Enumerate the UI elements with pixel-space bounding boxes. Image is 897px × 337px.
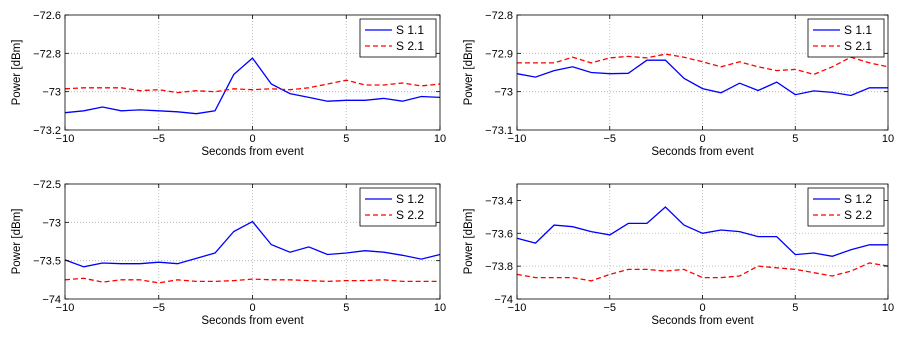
- y-axis-label: Power [dBm]: [463, 40, 475, 106]
- legend-box: [807, 187, 885, 227]
- series-line-S-2-2: [64, 277, 440, 284]
- x-tick-label: 0: [699, 302, 705, 314]
- x-tick-label: −5: [603, 133, 616, 145]
- x-axis-label: Seconds from event: [201, 315, 304, 327]
- legend-box: [359, 18, 437, 58]
- y-axis-label: Power [dBm]: [11, 209, 23, 275]
- x-tick-label: 5: [792, 133, 798, 145]
- x-tick-label: 10: [882, 302, 894, 314]
- x-tick-label: 10: [434, 302, 446, 314]
- legend-box: [807, 18, 885, 58]
- x-tick-label: −10: [56, 133, 75, 145]
- x-tick-label: 0: [249, 133, 255, 145]
- series-line-S-1-2: [64, 220, 441, 268]
- legend-label: S 1.1: [396, 23, 424, 37]
- series-line-S-1-1: [64, 57, 441, 115]
- legend: S 1.1 S 2.1: [807, 18, 885, 58]
- y-tick-label: −73: [42, 217, 61, 229]
- legend: S 1.1 S 2.1: [359, 18, 437, 58]
- x-tick-label: −10: [56, 302, 75, 314]
- x-tick-label: 5: [792, 302, 798, 314]
- legend-label: S 2.1: [844, 39, 872, 53]
- x-tick-label: 5: [343, 133, 349, 145]
- legend-label: S 1.2: [396, 192, 424, 206]
- legend: S 1.2 S 2.2: [807, 187, 885, 227]
- y-tick-label: −73.4: [485, 195, 513, 207]
- legend-label: S 1.2: [844, 192, 872, 206]
- legend-label: S 2.2: [396, 208, 424, 222]
- y-tick-label: −74: [42, 294, 61, 306]
- legend-label: S 1.1: [844, 23, 872, 37]
- y-tick-label: −73: [494, 87, 513, 99]
- y-tick-label: −73.8: [485, 261, 513, 273]
- y-axis-label: Power [dBm]: [463, 209, 475, 275]
- legend-box: [359, 187, 437, 227]
- x-tick-label: −10: [508, 302, 527, 314]
- x-axis-label: Seconds from event: [651, 315, 754, 327]
- y-tick-label: −73.6: [485, 228, 513, 240]
- chart-panel-2: −10 −5 0 5 10 −73.1 −73 −72.9 −72.8 Seconds from …: [463, 10, 894, 158]
- series-line-S-1-2: [516, 206, 888, 257]
- y-tick-label: −72.6: [33, 10, 61, 22]
- chart-panel-4: −10 −5 0 5 10 −74 −73.8 −73.6 −73.4 Seconds from …: [463, 183, 894, 327]
- series-line-S-2-1: [517, 53, 889, 76]
- y-tick-label: −73: [42, 87, 61, 99]
- y-tick-label: −74: [494, 294, 513, 306]
- x-tick-label: −5: [152, 133, 165, 145]
- series-line-S-1-1: [516, 59, 888, 97]
- x-tick-label: 10: [882, 133, 894, 145]
- y-tick-label: −72.8: [33, 48, 61, 60]
- x-tick-label: −5: [603, 302, 616, 314]
- legend: S 1.2 S 2.2: [359, 187, 437, 227]
- x-axis-label: Seconds from event: [651, 146, 754, 158]
- x-tick-label: −10: [508, 133, 527, 145]
- chart-panel-3: −10 −5 0 5 10 −74 −73.5 −73 −72.5 Seconds from ev…: [11, 179, 446, 327]
- y-axis-label: Power [dBm]: [11, 40, 23, 106]
- y-tick-label: −72.8: [485, 10, 513, 22]
- y-tick-label: −72.9: [485, 48, 513, 60]
- y-tick-label: −72.5: [33, 179, 61, 191]
- x-tick-label: −5: [152, 302, 165, 314]
- y-tick-label: −73.5: [33, 256, 61, 268]
- y-tick-label: −73.1: [485, 125, 513, 137]
- series-line-S-2-1: [64, 79, 441, 94]
- legend-label: S 2.2: [844, 208, 872, 222]
- series-line-S-2-2: [516, 262, 889, 282]
- x-tick-label: 0: [699, 133, 705, 145]
- y-tick-label: −73.2: [33, 125, 61, 137]
- legend-label: S 2.1: [396, 39, 424, 53]
- x-tick-label: 0: [249, 302, 255, 314]
- x-axis-label: Seconds from event: [201, 146, 304, 158]
- x-tick-label: 10: [434, 133, 446, 145]
- x-tick-label: 5: [343, 302, 349, 314]
- chart-panel-1: −10 −5 0 5 10 −73.2 −73 −72.8 −72.6 Seconds from …: [11, 10, 446, 158]
